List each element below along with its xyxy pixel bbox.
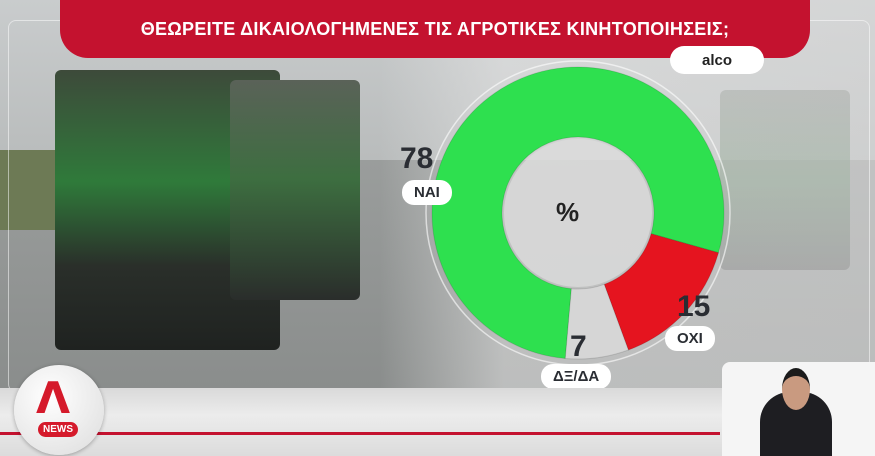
value-label-yes: 78 [400, 142, 434, 175]
background-grass [0, 150, 60, 230]
category-label-no: ΟΧΙ [665, 326, 715, 351]
donut-center [504, 139, 652, 287]
value-label-no: 15 [677, 290, 711, 323]
alpha-logo-icon: Λ [36, 373, 71, 424]
poll-source-badge: alco [670, 46, 764, 74]
slice-dk [564, 283, 630, 360]
sign-language-interpreter [722, 362, 875, 456]
slice-no [603, 233, 720, 351]
alpha-news-logo: Λ NEWS [14, 365, 104, 455]
red-divider [0, 432, 720, 435]
value-label-dk: 7 [570, 330, 587, 363]
center-label: % [556, 197, 580, 227]
interpreter-head [782, 368, 810, 410]
question-title: ΘΕΩΡΕΙΤΕ ΔΙΚΑΙΟΛΟΓΗΜΕΝΕΣ ΤΙΣ ΑΓΡΟΤΙΚΕΣ Κ… [60, 0, 810, 58]
category-label-yes: ΝΑΙ [402, 180, 452, 205]
logo-news-text: NEWS [38, 422, 78, 437]
category-label-dk: ΔΞ/ΔΑ [541, 364, 612, 389]
slice-yes [431, 66, 725, 359]
tractor-image [230, 80, 360, 300]
